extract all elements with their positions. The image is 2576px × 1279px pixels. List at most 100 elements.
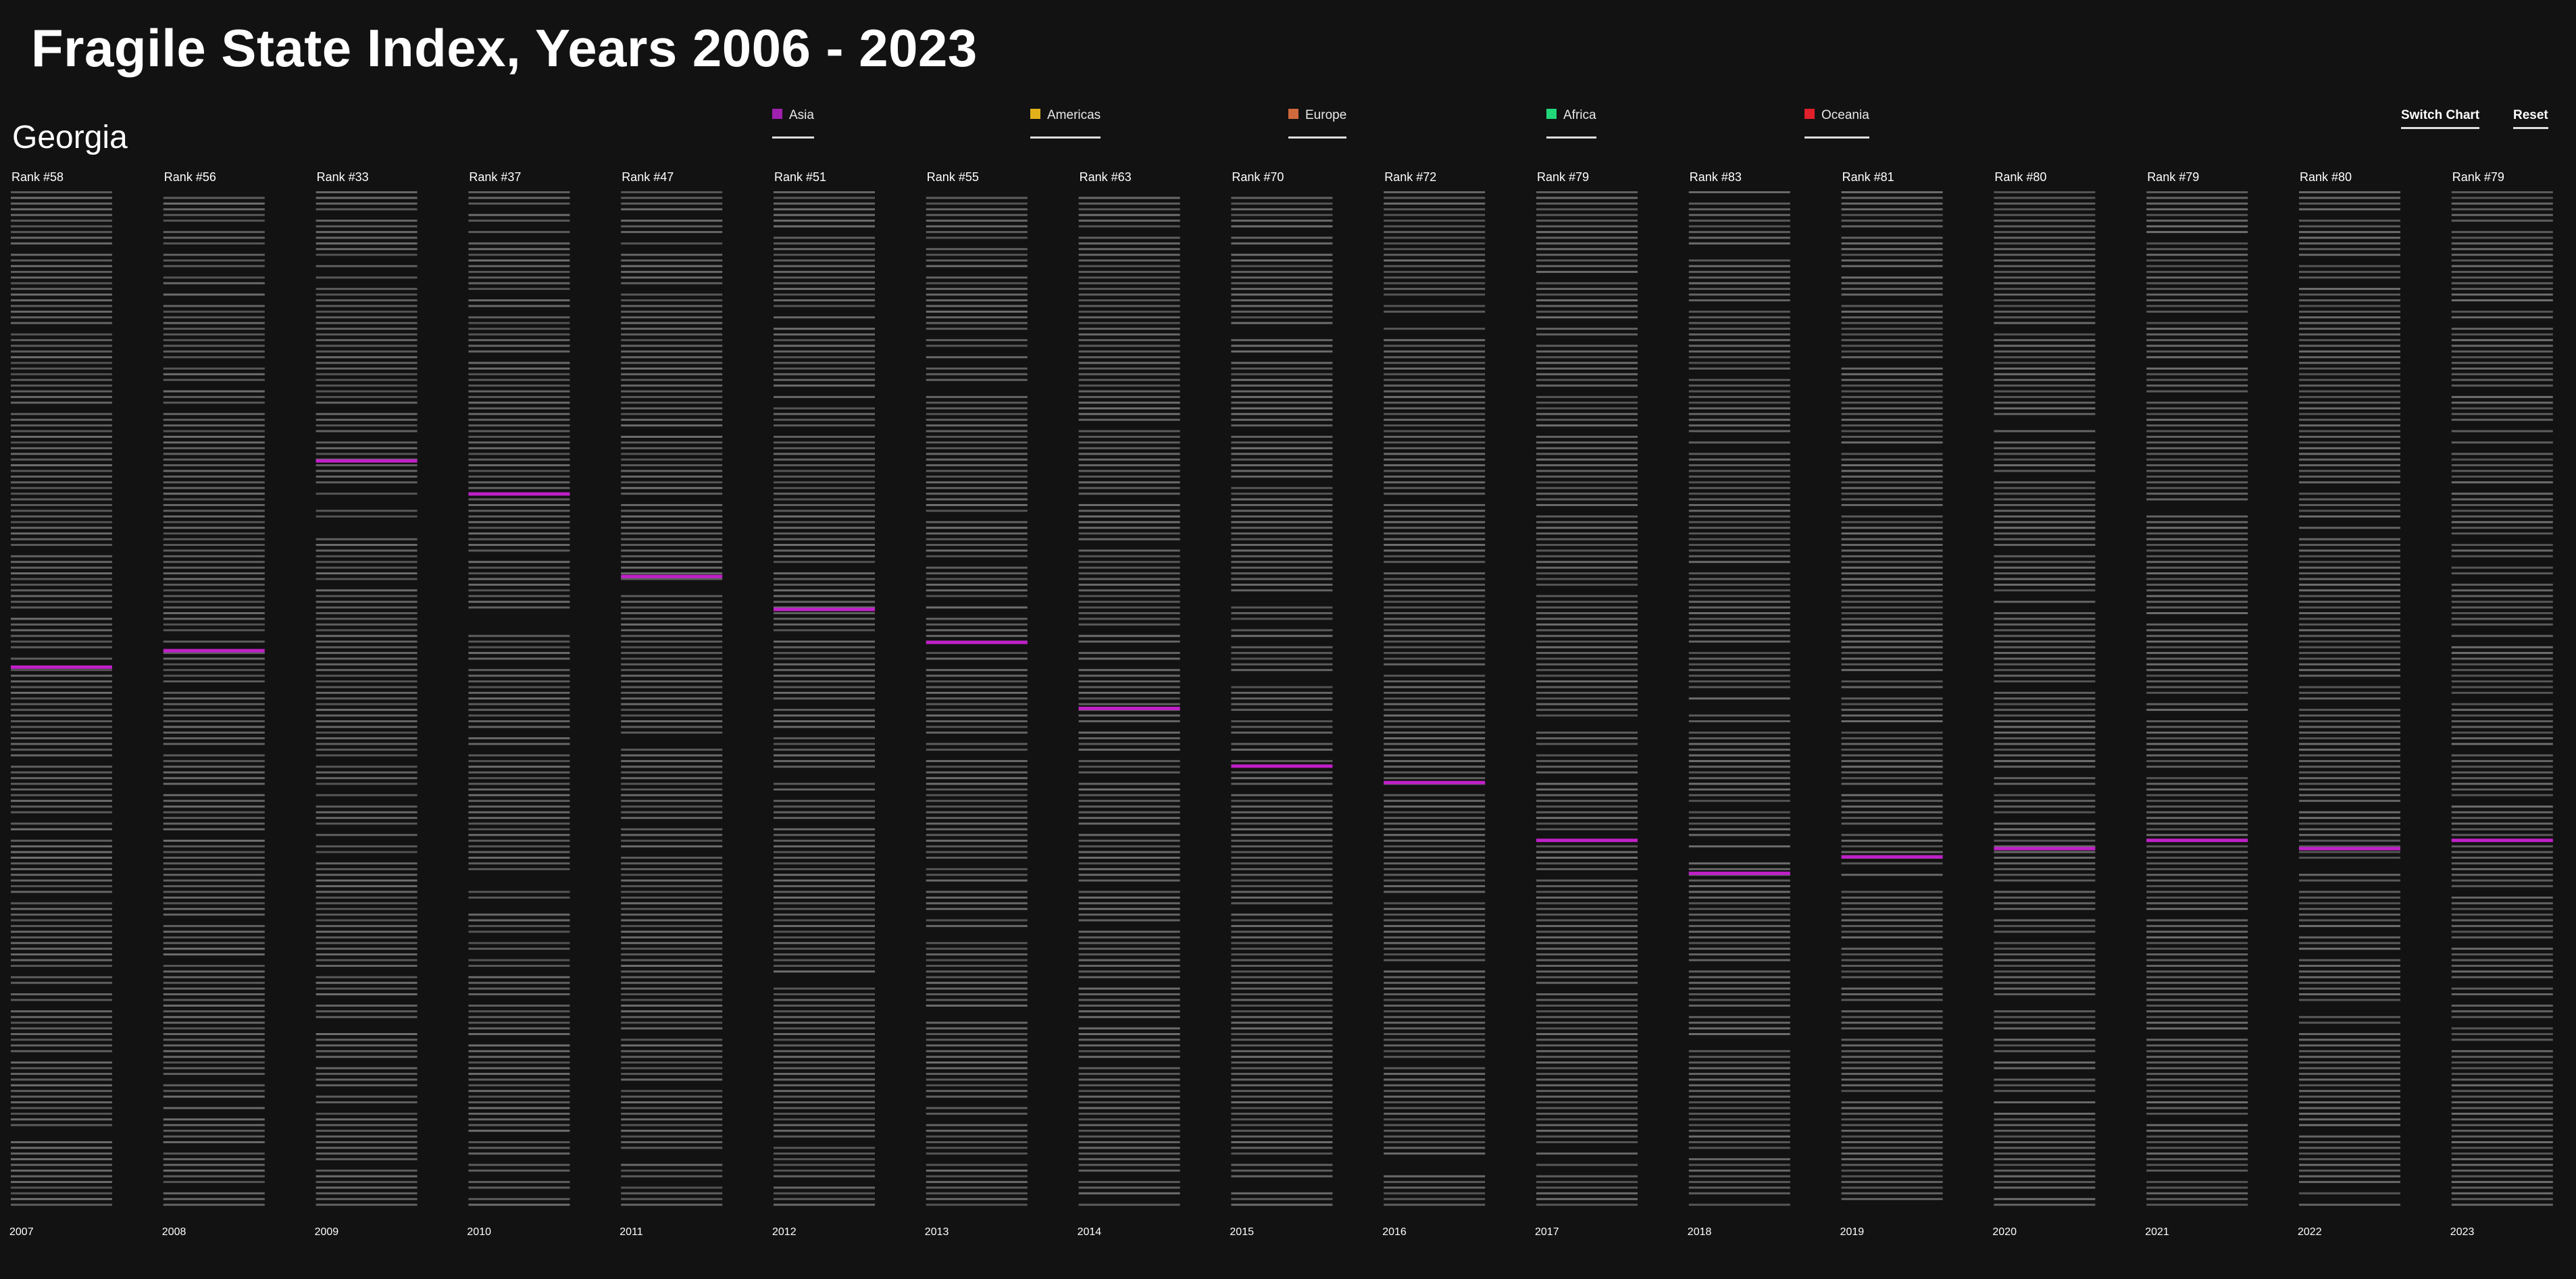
country-line[interactable] bbox=[1078, 817, 1180, 820]
country-line[interactable] bbox=[163, 822, 265, 825]
country-line[interactable] bbox=[1688, 879, 1790, 882]
country-line[interactable] bbox=[1994, 396, 2096, 399]
country-line[interactable] bbox=[163, 236, 265, 239]
country-line[interactable] bbox=[1384, 766, 1486, 768]
country-line[interactable] bbox=[2146, 486, 2248, 489]
country-line[interactable] bbox=[1841, 526, 1943, 529]
country-line[interactable] bbox=[1688, 657, 1790, 660]
country-line[interactable] bbox=[2299, 248, 2400, 251]
country-line[interactable] bbox=[468, 470, 570, 472]
country-line[interactable] bbox=[1384, 743, 1486, 745]
country-line[interactable] bbox=[2451, 270, 2553, 273]
country-line[interactable] bbox=[11, 885, 112, 888]
country-line[interactable] bbox=[1994, 384, 2096, 387]
country-line[interactable] bbox=[2299, 493, 2400, 495]
country-line[interactable] bbox=[926, 248, 1028, 251]
country-line[interactable] bbox=[2146, 942, 2248, 945]
country-line[interactable] bbox=[468, 942, 570, 945]
country-line[interactable] bbox=[1994, 993, 2096, 996]
country-line[interactable] bbox=[2146, 305, 2248, 307]
country-line[interactable] bbox=[163, 657, 265, 660]
country-line[interactable] bbox=[315, 293, 418, 296]
country-line[interactable] bbox=[11, 572, 112, 575]
country-line[interactable] bbox=[1841, 259, 1943, 261]
year-column-2021[interactable] bbox=[2146, 191, 2248, 1206]
country-line[interactable] bbox=[163, 942, 265, 945]
country-line[interactable] bbox=[2299, 544, 2400, 546]
country-line[interactable] bbox=[1231, 1004, 1333, 1007]
country-line[interactable] bbox=[1536, 697, 1638, 700]
country-line[interactable] bbox=[1078, 202, 1180, 205]
country-line[interactable] bbox=[11, 595, 112, 597]
country-line[interactable] bbox=[315, 1141, 418, 1143]
country-line[interactable] bbox=[621, 1101, 723, 1103]
country-line[interactable] bbox=[2451, 197, 2553, 199]
country-line[interactable] bbox=[315, 606, 418, 609]
country-line[interactable] bbox=[468, 418, 570, 421]
country-line[interactable] bbox=[1536, 925, 1638, 928]
country-line[interactable] bbox=[1384, 378, 1486, 381]
country-line[interactable] bbox=[2146, 270, 2248, 273]
country-line[interactable] bbox=[163, 1158, 265, 1161]
country-line[interactable] bbox=[2299, 350, 2400, 353]
country-line[interactable] bbox=[1841, 1050, 1943, 1053]
country-line[interactable] bbox=[1231, 401, 1333, 404]
country-line[interactable] bbox=[1688, 578, 1790, 580]
country-line[interactable] bbox=[1078, 759, 1180, 762]
country-line[interactable] bbox=[11, 486, 112, 489]
country-line[interactable] bbox=[774, 930, 875, 933]
country-line[interactable] bbox=[2146, 1044, 2248, 1047]
country-line[interactable] bbox=[2451, 1170, 2553, 1172]
country-line[interactable] bbox=[468, 691, 570, 694]
country-line[interactable] bbox=[315, 879, 418, 882]
country-line[interactable] bbox=[2451, 714, 2553, 717]
country-line[interactable] bbox=[163, 515, 265, 518]
country-line[interactable] bbox=[1841, 1118, 1943, 1121]
country-line[interactable] bbox=[1994, 862, 2096, 865]
country-line[interactable] bbox=[1536, 634, 1638, 637]
country-line[interactable] bbox=[163, 493, 265, 495]
country-line[interactable] bbox=[1384, 907, 1486, 910]
country-line[interactable] bbox=[1078, 288, 1180, 291]
country-line[interactable] bbox=[621, 401, 723, 404]
highlight-line-2014[interactable] bbox=[1078, 707, 1180, 710]
country-line[interactable] bbox=[1688, 663, 1790, 666]
country-line[interactable] bbox=[774, 270, 875, 273]
country-line[interactable] bbox=[163, 333, 265, 336]
country-line[interactable] bbox=[1536, 897, 1638, 899]
country-line[interactable] bbox=[163, 714, 265, 717]
country-line[interactable] bbox=[468, 276, 570, 279]
country-line[interactable] bbox=[1994, 322, 2096, 324]
country-line[interactable] bbox=[1536, 486, 1638, 489]
country-line[interactable] bbox=[468, 965, 570, 967]
country-line[interactable] bbox=[315, 902, 418, 905]
country-line[interactable] bbox=[1536, 1095, 1638, 1098]
country-line[interactable] bbox=[1688, 811, 1790, 813]
country-line[interactable] bbox=[1688, 828, 1790, 830]
country-line[interactable] bbox=[1841, 1090, 1943, 1093]
country-line[interactable] bbox=[621, 999, 723, 1001]
country-line[interactable] bbox=[1536, 759, 1638, 762]
country-line[interactable] bbox=[1536, 947, 1638, 950]
country-line[interactable] bbox=[926, 538, 1028, 541]
country-line[interactable] bbox=[1536, 236, 1638, 239]
country-line[interactable] bbox=[1231, 731, 1333, 734]
country-line[interactable] bbox=[1536, 225, 1638, 228]
country-line[interactable] bbox=[1688, 680, 1790, 682]
country-line[interactable] bbox=[2451, 993, 2553, 996]
country-line[interactable] bbox=[926, 481, 1028, 484]
country-line[interactable] bbox=[1688, 356, 1790, 359]
country-line[interactable] bbox=[1536, 356, 1638, 359]
country-line[interactable] bbox=[163, 595, 265, 597]
country-line[interactable] bbox=[2146, 629, 2248, 632]
country-line[interactable] bbox=[468, 430, 570, 432]
country-line[interactable] bbox=[1384, 879, 1486, 882]
country-line[interactable] bbox=[1688, 220, 1790, 222]
country-line[interactable] bbox=[1536, 345, 1638, 347]
country-line[interactable] bbox=[774, 959, 875, 961]
country-line[interactable] bbox=[1841, 936, 1943, 938]
country-line[interactable] bbox=[926, 680, 1028, 682]
country-line[interactable] bbox=[2146, 1130, 2248, 1132]
country-line[interactable] bbox=[1078, 316, 1180, 319]
country-line[interactable] bbox=[1688, 1141, 1790, 1143]
